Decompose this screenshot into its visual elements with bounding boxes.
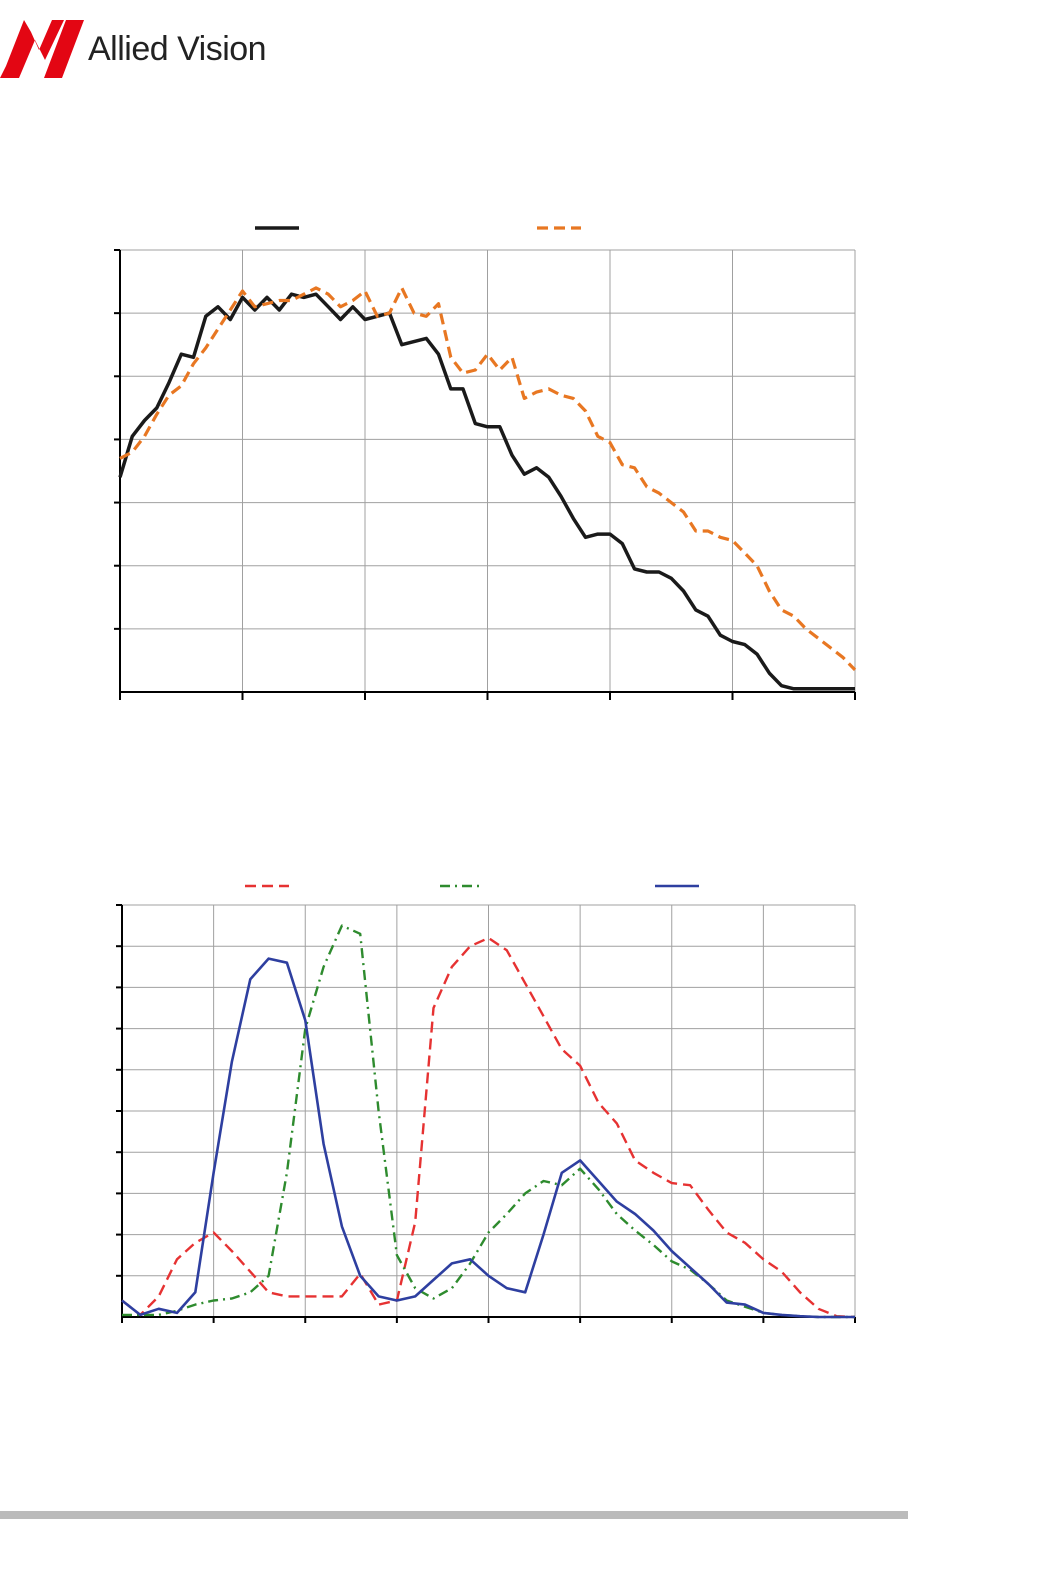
brand-mark-icon xyxy=(0,20,84,78)
series-line-2 xyxy=(122,924,855,1319)
chart-2 xyxy=(116,884,856,1323)
series-line-1 xyxy=(121,936,856,1319)
series-line-3 xyxy=(121,957,855,1319)
gridlines xyxy=(116,904,856,1323)
series-line-2 xyxy=(119,286,857,672)
series-line-1 xyxy=(118,292,855,691)
gridlines xyxy=(114,249,856,700)
footer-divider xyxy=(0,1511,908,1519)
brand-wordmark: Allied Vision xyxy=(88,30,267,68)
brand-logo: Allied Vision xyxy=(0,20,290,80)
chart-1 xyxy=(114,226,857,700)
